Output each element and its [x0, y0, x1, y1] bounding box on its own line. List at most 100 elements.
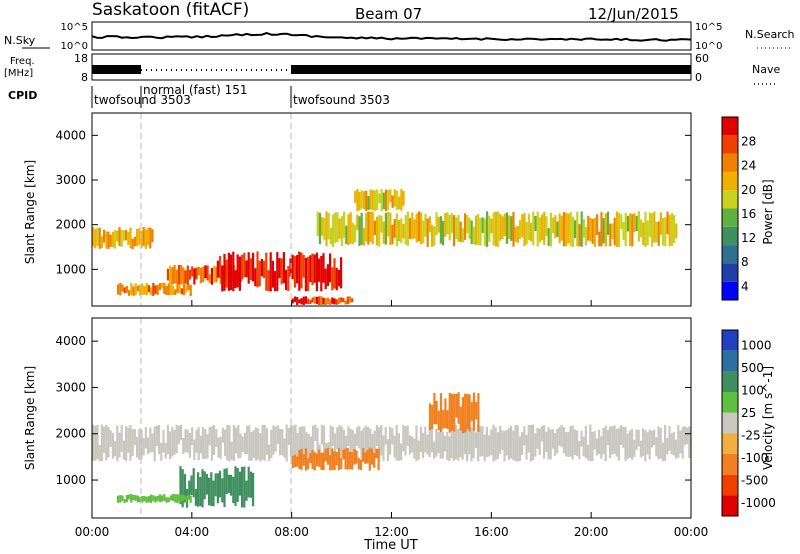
power-band-5: [470, 220, 473, 244]
power-band-4: [291, 298, 294, 304]
velocity-band-2: [362, 448, 365, 462]
power-band-5: [477, 214, 480, 245]
velocity-band-0: [94, 425, 97, 461]
velocity-band-0: [686, 427, 689, 444]
velocity-band-0: [389, 426, 392, 455]
velocity-band-3: [468, 394, 471, 432]
power-band-4: [311, 297, 314, 303]
velocity-band-0: [417, 440, 420, 460]
velocity-band-1: [225, 468, 228, 495]
velocity-band-4: [176, 494, 179, 504]
power-band-5: [329, 227, 332, 245]
velocity-band-3: [437, 410, 440, 431]
power-band-5: [360, 212, 363, 245]
velocity-band-4: [125, 495, 128, 502]
power-band-4: [322, 297, 325, 305]
power-band-3: [322, 253, 325, 283]
power-band-0: [107, 231, 110, 249]
power-band-3: [232, 251, 235, 292]
power-band-5: [521, 214, 524, 238]
velocity-band-0: [395, 424, 398, 461]
velocity-band-4: [167, 497, 170, 503]
power-band-0: [140, 230, 143, 249]
power-band-5: [442, 220, 445, 246]
power-yticks-tick: 4000: [55, 128, 86, 142]
nsearch-tick-top: 10^5: [695, 22, 722, 33]
velocity-band-0: [285, 424, 288, 462]
power-band-5: [545, 216, 548, 237]
velocity-band-0: [380, 425, 383, 456]
cpid-label: CPID: [8, 89, 37, 102]
power-band-3: [307, 256, 310, 292]
velocity-band-0: [252, 430, 255, 459]
velocity-band-0: [246, 425, 249, 455]
power-band-5: [607, 211, 610, 235]
power-band-4: [320, 296, 323, 305]
nave-label: Nave: [752, 63, 780, 76]
power-band-5: [503, 213, 506, 236]
power-band-0: [129, 227, 132, 249]
power-band-5: [516, 226, 519, 243]
velocity-band-0: [111, 433, 114, 459]
power-panel: 4000 3000 2000 1000 Slant Range [km] 28 24 20…: [23, 112, 775, 307]
velocity-band-2: [373, 453, 376, 468]
velocity-band-0: [485, 427, 488, 458]
velocity-band-0: [404, 426, 407, 456]
power-band-6: [373, 190, 377, 211]
velocity-band-1: [194, 488, 197, 506]
velocity-band-4: [139, 497, 142, 503]
velocity-band-0: [611, 426, 614, 455]
freq-tick-bottom: 8: [81, 71, 88, 84]
velocity-band-0: [314, 424, 317, 441]
power-band-5: [468, 218, 471, 239]
velocity-band-0: [494, 427, 497, 461]
cpid-strip: CPID twofsound 3503 normal (fast) 151 tw…: [8, 83, 390, 108]
velocity-band-0: [263, 425, 266, 461]
power-band-3: [236, 254, 239, 288]
velocity-band-3: [439, 393, 443, 433]
velocity-band-0: [455, 424, 458, 460]
velocity-band-0: [626, 433, 629, 460]
power-band-5: [600, 212, 603, 247]
velocity-band-4: [134, 495, 137, 501]
power-band-5: [655, 221, 658, 243]
velocity-band-0: [569, 426, 572, 457]
velocity-cbticks-tick: 100: [741, 384, 764, 398]
power-band-6: [354, 190, 357, 204]
power-band-5: [571, 216, 574, 247]
velocity-band-0: [186, 429, 189, 453]
velocity-band-2: [366, 449, 369, 464]
velocity-band-0: [257, 428, 260, 460]
velocity-band-0: [424, 426, 427, 453]
power-band-5: [673, 215, 676, 244]
velocity-band-0: [292, 425, 295, 456]
velocity-band-0: [507, 427, 510, 460]
velocity-band-0: [510, 425, 513, 459]
power-band-0: [138, 228, 141, 245]
power-band-1: [141, 283, 144, 295]
nsearch-tick-bottom: 10^0: [695, 41, 722, 52]
power-band-5: [378, 215, 381, 247]
velocity-band-0: [659, 428, 662, 459]
velocity-cbticks-tick: -500: [741, 474, 768, 488]
velocity-band-3: [435, 400, 438, 425]
velocity-band-0: [452, 428, 455, 461]
velocity-band-0: [402, 425, 405, 452]
velocity-cbticks-tick: 25: [741, 406, 756, 420]
velocity-band-0: [606, 429, 609, 446]
power-band-5: [349, 212, 352, 244]
velocity-band-0: [305, 432, 308, 457]
velocity-band-0: [560, 425, 563, 447]
velocity-band-2: [320, 452, 323, 470]
power-band-5: [558, 213, 561, 244]
velocity-band-0: [472, 425, 475, 459]
power-cbticks-tick: 16: [741, 207, 756, 221]
velocity-band-0: [521, 432, 524, 455]
power-band-6: [380, 189, 383, 212]
velocity-band-1: [212, 480, 215, 507]
power-band-5: [409, 218, 412, 239]
velocity-band-4: [121, 495, 124, 502]
velocity-band-3: [477, 393, 480, 432]
velocity-band-0: [147, 437, 150, 455]
